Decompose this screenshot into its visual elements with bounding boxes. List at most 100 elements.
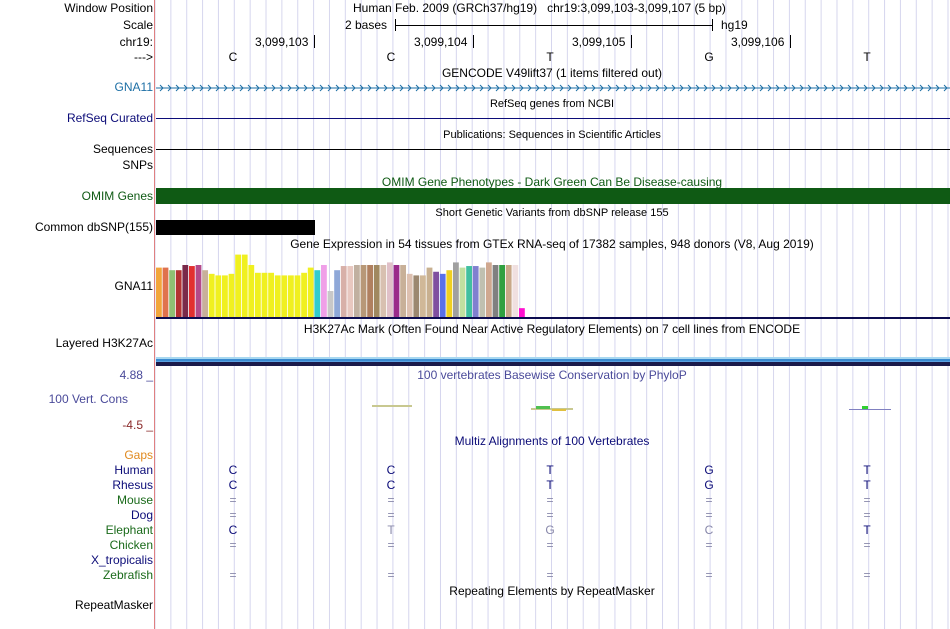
- omim-track-title[interactable]: OMIM Gene Phenotypes - Dark Green Can Be…: [381, 175, 723, 189]
- gtex-tissue-bar[interactable]: [235, 254, 241, 317]
- gtex-tissue-bar[interactable]: [215, 275, 222, 317]
- dbsnp-feature[interactable]: [156, 220, 315, 235]
- gtex-tissue-bar[interactable]: [268, 272, 274, 317]
- multiz-track-title[interactable]: Multiz Alignments of 100 Vertebrates: [454, 434, 650, 448]
- gtex-tissue-bar[interactable]: [446, 270, 453, 317]
- gtex-tissue-bar[interactable]: [360, 265, 367, 317]
- publications-feature-line[interactable]: [156, 149, 950, 150]
- gtex-tissue-bar[interactable]: [274, 275, 281, 317]
- dbsnp-track-title[interactable]: Short Genetic Variants from dbSNP releas…: [435, 207, 669, 219]
- gtex-tissue-bar[interactable]: [334, 270, 340, 317]
- gtex-gene-label[interactable]: GNA11: [114, 279, 153, 293]
- gtex-tissue-bar[interactable]: [354, 265, 360, 317]
- gtex-tissue-bar[interactable]: [255, 272, 261, 317]
- gencode-track-title[interactable]: GENCODE V49lift37 (1 items filtered out): [441, 66, 663, 80]
- gtex-tissue-bar[interactable]: [367, 265, 373, 317]
- gtex-tissue-bar[interactable]: [492, 265, 499, 317]
- gtex-tissue-bar[interactable]: [393, 265, 400, 317]
- gtex-tissue-bar[interactable]: [420, 275, 426, 317]
- gtex-tissue-bar[interactable]: [505, 265, 512, 317]
- gtex-tissue-bar[interactable]: [380, 265, 387, 317]
- gtex-tissue-bar[interactable]: [208, 273, 215, 317]
- multiz-species-label[interactable]: Mouse: [116, 493, 153, 507]
- multiz-species-label[interactable]: Dog: [130, 508, 153, 522]
- gtex-tissue-bar[interactable]: [294, 275, 301, 317]
- gtex-tissue-bar[interactable]: [453, 262, 459, 317]
- publications-track-title[interactable]: Publications: Sequences in Scientific Ar…: [443, 129, 661, 141]
- dbsnp-track-label[interactable]: Common dbSNP(155): [34, 220, 153, 234]
- gtex-tissue-bar[interactable]: [175, 270, 182, 317]
- multiz-base: =: [705, 508, 713, 522]
- gtex-tissue-bar[interactable]: [413, 275, 420, 317]
- gtex-tissue-bar[interactable]: [466, 266, 472, 317]
- gtex-tissue-bar[interactable]: [519, 308, 525, 317]
- omim-feature[interactable]: [156, 188, 950, 204]
- h3k27ac-track-label[interactable]: Layered H3K27Ac: [55, 336, 153, 350]
- phylop-track-title[interactable]: 100 vertebrates Basewise Conservation by…: [417, 368, 687, 382]
- gtex-tissue-bar[interactable]: [486, 262, 492, 317]
- gtex-tissue-bar[interactable]: [327, 291, 334, 317]
- refseq-track-title[interactable]: RefSeq genes from NCBI: [489, 98, 615, 110]
- gtex-tissue-bar[interactable]: [459, 267, 466, 317]
- multiz-base: G: [704, 463, 714, 477]
- multiz-gaps-label[interactable]: Gaps: [124, 448, 153, 462]
- gtex-tissue-bar[interactable]: [156, 267, 162, 317]
- gtex-track-title[interactable]: Gene Expression in 54 tissues from GTEx …: [290, 237, 814, 251]
- gtex-tissue-bar[interactable]: [182, 265, 189, 317]
- gencode-gene-feature[interactable]: [156, 83, 950, 93]
- gtex-tissue-bar[interactable]: [433, 271, 439, 317]
- multiz-species-label[interactable]: Rhesus: [112, 478, 153, 492]
- gtex-tissue-bar[interactable]: [301, 272, 307, 317]
- gtex-tissue-bar[interactable]: [189, 266, 195, 317]
- gtex-tissue-bar[interactable]: [248, 265, 255, 317]
- gtex-tissue-bar[interactable]: [314, 270, 321, 317]
- gtex-tissue-bar[interactable]: [162, 267, 169, 317]
- assembly-label: hg19: [721, 18, 748, 32]
- gtex-tissue-bar[interactable]: [439, 273, 446, 317]
- gtex-tissue-bar[interactable]: [479, 267, 486, 317]
- publications-track-label[interactable]: Sequences: [92, 142, 153, 156]
- gtex-tissue-bar[interactable]: [472, 266, 479, 317]
- gtex-tissue-bar[interactable]: [499, 265, 505, 317]
- repeatmasker-track-title[interactable]: Repeating Elements by RepeatMasker: [449, 584, 655, 598]
- gtex-tissue-bar[interactable]: [347, 266, 354, 317]
- gtex-tissue-bar[interactable]: [228, 273, 235, 317]
- phylop-signal[interactable]: [156, 398, 950, 428]
- h3k27ac-track-title[interactable]: H3K27Ac Mark (Often Found Near Active Re…: [303, 322, 801, 336]
- gtex-tissue-bar[interactable]: [169, 270, 175, 317]
- omim-track-label[interactable]: OMIM Genes: [81, 189, 153, 203]
- ruler-base: T: [546, 50, 554, 64]
- multiz-species-label[interactable]: Chicken: [109, 538, 153, 552]
- gtex-tissue-bar[interactable]: [261, 272, 268, 317]
- gtex-tissue-bar[interactable]: [400, 265, 406, 317]
- refseq-feature-line[interactable]: [156, 118, 950, 119]
- phylop-track-label[interactable]: 100 Vert. Cons: [48, 392, 128, 406]
- repeatmasker-track-label[interactable]: RepeatMasker: [74, 598, 153, 612]
- snps-track-label[interactable]: SNPs: [122, 158, 153, 172]
- multiz-base: T: [863, 478, 871, 492]
- multiz-species-label[interactable]: X_tropicalis: [90, 553, 153, 567]
- gtex-tissue-bar[interactable]: [321, 265, 327, 317]
- gtex-bar-chart[interactable]: [156, 249, 950, 319]
- multiz-species-label[interactable]: Zebrafish: [102, 568, 153, 582]
- refseq-track-label[interactable]: RefSeq Curated: [66, 111, 153, 125]
- multiz-species-label[interactable]: Elephant: [105, 523, 153, 537]
- gencode-gene-label[interactable]: GNA11: [114, 80, 153, 94]
- gtex-tissue-bar[interactable]: [340, 266, 347, 317]
- gtex-tissue-bar[interactable]: [406, 273, 413, 317]
- gtex-tissue-bar[interactable]: [202, 270, 208, 317]
- gtex-tissue-bar[interactable]: [222, 275, 228, 317]
- gtex-tissue-bar[interactable]: [426, 267, 433, 317]
- h3k27ac-signal[interactable]: [156, 357, 950, 366]
- gtex-tissue-bar[interactable]: [387, 262, 393, 317]
- gtex-tissue-bar[interactable]: [195, 265, 202, 317]
- gtex-tissue-bar[interactable]: [288, 275, 294, 317]
- multiz-species-label[interactable]: Human: [114, 463, 153, 477]
- gtex-tissue-bar[interactable]: [307, 267, 314, 317]
- gtex-tissue-bar[interactable]: [281, 275, 288, 317]
- gtex-tissue-bar[interactable]: [373, 265, 380, 317]
- ruler-base: T: [863, 50, 871, 64]
- gtex-tissue-bar[interactable]: [512, 265, 519, 317]
- gtex-tissue-bar[interactable]: [241, 254, 248, 317]
